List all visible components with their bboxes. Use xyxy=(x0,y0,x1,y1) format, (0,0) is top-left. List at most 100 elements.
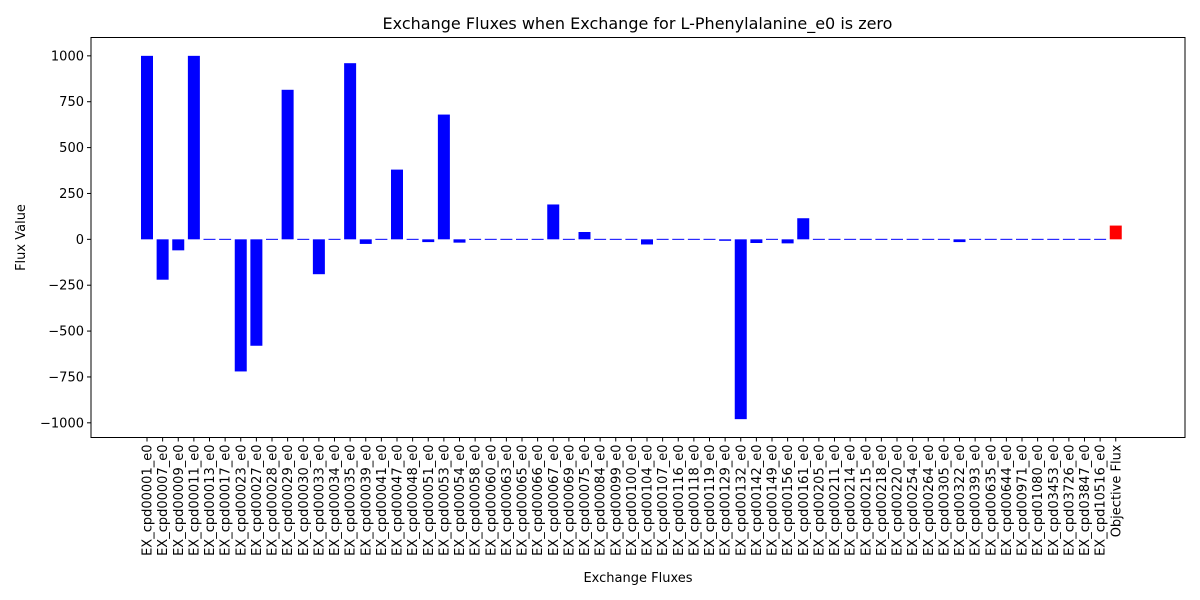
bar-ex-cpd00047-e0 xyxy=(391,169,403,240)
bar-ex-cpd00635-e0 xyxy=(984,238,997,240)
bar-ex-cpd00142-e0 xyxy=(750,239,763,244)
bar-ex-cpd01080-e0 xyxy=(1031,238,1044,240)
x-tick-label: EX_cpd00030_e0 xyxy=(297,445,312,556)
bar-ex-cpd00129-e0 xyxy=(719,239,732,241)
x-tick-label: EX_cpd10516_e0 xyxy=(1094,445,1109,556)
bar-ex-cpd00001-e0 xyxy=(141,55,153,240)
bar-ex-cpd00041-e0 xyxy=(375,238,388,240)
x-tick-label: EX_cpd00034_e0 xyxy=(328,445,343,556)
x-tick-label: EX_cpd00033_e0 xyxy=(312,445,327,556)
x-tick-label: EX_cpd00058_e0 xyxy=(469,445,484,556)
x-tick-label: EX_cpd00053_e0 xyxy=(437,445,452,556)
bar-ex-cpd00060-e0 xyxy=(484,238,497,240)
bar-ex-cpd00156-e0 xyxy=(781,239,794,244)
x-tick-label: EX_cpd00156_e0 xyxy=(781,445,796,556)
x-tick-label: EX_cpd00635_e0 xyxy=(984,445,999,556)
y-tick-label: −1000 xyxy=(40,416,84,431)
bar-ex-cpd00034-e0 xyxy=(328,238,341,240)
x-tick-label: EX_cpd00017_e0 xyxy=(219,445,234,556)
x-tick-label: EX_cpd01080_e0 xyxy=(1031,445,1046,556)
x-tick-label: EX_cpd03726_e0 xyxy=(1062,445,1077,556)
y-tick-label: 500 xyxy=(59,141,84,156)
x-tick-label: EX_cpd00220_e0 xyxy=(891,445,906,556)
bar-ex-cpd00039-e0 xyxy=(359,239,372,244)
x-tick-label: EX_cpd00214_e0 xyxy=(844,445,859,556)
x-tick-label: EX_cpd00132_e0 xyxy=(734,445,749,556)
y-axis-label: Flux Value xyxy=(14,204,29,271)
x-tick-label: EX_cpd00029_e0 xyxy=(281,445,296,556)
bar-ex-cpd00066-e0 xyxy=(531,238,544,240)
x-tick-label: EX_cpd00023_e0 xyxy=(234,445,249,556)
x-tick-label: EX_cpd00099_e0 xyxy=(609,445,624,556)
x-tick-label: EX_cpd00218_e0 xyxy=(875,445,890,556)
bar-ex-cpd00119-e0 xyxy=(703,238,716,240)
x-tick-label: EX_cpd00971_e0 xyxy=(1016,445,1031,556)
x-tick-label: EX_cpd00107_e0 xyxy=(656,445,671,556)
bar-ex-cpd00065-e0 xyxy=(516,238,528,240)
bar-ex-cpd00013-e0 xyxy=(203,238,216,240)
x-tick-label: EX_cpd03847_e0 xyxy=(1078,445,1093,556)
x-tick-label: EX_cpd00205_e0 xyxy=(812,445,827,556)
x-tick-label: EX_cpd00035_e0 xyxy=(344,445,359,556)
bar-ex-cpd03726-e0 xyxy=(1062,238,1075,240)
x-tick-label: EX_cpd00065_e0 xyxy=(516,445,531,556)
bar-ex-cpd00053-e0 xyxy=(437,114,450,240)
x-tick-label: EX_cpd00393_e0 xyxy=(969,445,984,556)
x-tick-label: EX_cpd00048_e0 xyxy=(406,445,421,556)
x-tick-label: EX_cpd00028_e0 xyxy=(266,445,281,556)
x-axis: EX_cpd00001_e0 EX_cpd00007_e0 EX_cpd00009_… xyxy=(141,437,1124,556)
bar-ex-cpd00205-e0 xyxy=(812,238,825,240)
x-tick-label: EX_cpd00069_e0 xyxy=(562,445,577,556)
x-tick-label: EX_cpd00039_e0 xyxy=(359,445,374,556)
y-axis: 1000 750 500 250 0 −250 −500 −750 −1000 xyxy=(40,49,91,431)
y-tick-label: 0 xyxy=(76,233,84,248)
bar-ex-cpd00033-e0 xyxy=(312,239,325,275)
x-tick-label: Objective Flux xyxy=(1109,444,1124,537)
x-tick-label: EX_cpd00305_e0 xyxy=(937,445,952,556)
bar-ex-cpd00048-e0 xyxy=(406,238,419,240)
bar-ex-cpd00254-e0 xyxy=(906,238,919,240)
chart-title: Exchange Fluxes when Exchange for L-Phen… xyxy=(383,14,893,34)
x-tick-label: EX_cpd00104_e0 xyxy=(641,445,656,556)
x-tick-label: EX_cpd00041_e0 xyxy=(375,445,390,556)
x-tick-label: EX_cpd00118_e0 xyxy=(687,445,702,556)
bar-ex-cpd00220-e0 xyxy=(891,238,903,240)
y-tick-label: −750 xyxy=(48,370,84,385)
bar-ex-cpd00118-e0 xyxy=(687,238,700,240)
x-tick-label: EX_cpd00047_e0 xyxy=(391,445,406,556)
bar-ex-cpd00644-e0 xyxy=(1000,238,1013,240)
bar-ex-cpd00069-e0 xyxy=(562,238,575,240)
bar-ex-cpd00075-e0 xyxy=(578,231,591,240)
bar-ex-cpd00009-e0 xyxy=(172,239,185,251)
y-tick-label: −500 xyxy=(48,325,84,340)
x-tick-label: EX_cpd00075_e0 xyxy=(578,445,593,556)
x-tick-label: EX_cpd00011_e0 xyxy=(187,445,202,556)
bar-ex-cpd00063-e0 xyxy=(500,238,513,240)
bar-ex-cpd00030-e0 xyxy=(297,238,310,240)
x-tick-label: EX_cpd00009_e0 xyxy=(172,445,187,556)
bar-ex-cpd00218-e0 xyxy=(875,238,888,240)
x-tick-label: EX_cpd00067_e0 xyxy=(547,445,562,556)
bar-ex-cpd00132-e0 xyxy=(734,239,747,420)
bar-ex-cpd00322-e0 xyxy=(953,239,966,243)
x-tick-label: EX_cpd00254_e0 xyxy=(906,445,921,556)
bar-ex-cpd03453-e0 xyxy=(1047,238,1060,240)
x-tick-label: EX_cpd00264_e0 xyxy=(922,445,937,556)
bar-ex-cpd00029-e0 xyxy=(281,89,294,240)
bar-ex-cpd00215-e0 xyxy=(859,238,872,240)
y-tick-label: 250 xyxy=(59,187,84,202)
bar-ex-cpd00211-e0 xyxy=(828,238,841,240)
bar-ex-cpd00027-e0 xyxy=(250,239,263,346)
bar-group xyxy=(141,55,1122,420)
bar-ex-cpd00104-e0 xyxy=(641,239,653,245)
bar-ex-cpd00023-e0 xyxy=(234,239,247,372)
x-tick-label: EX_cpd00215_e0 xyxy=(859,445,874,556)
bar-ex-cpd00099-e0 xyxy=(609,238,622,240)
bar-ex-cpd00214-e0 xyxy=(844,238,857,240)
x-tick-label: EX_cpd00051_e0 xyxy=(422,445,437,556)
x-tick-label: EX_cpd00161_e0 xyxy=(797,445,812,556)
bar-ex-cpd00971-e0 xyxy=(1016,238,1028,240)
x-tick-label: EX_cpd00211_e0 xyxy=(828,445,843,556)
